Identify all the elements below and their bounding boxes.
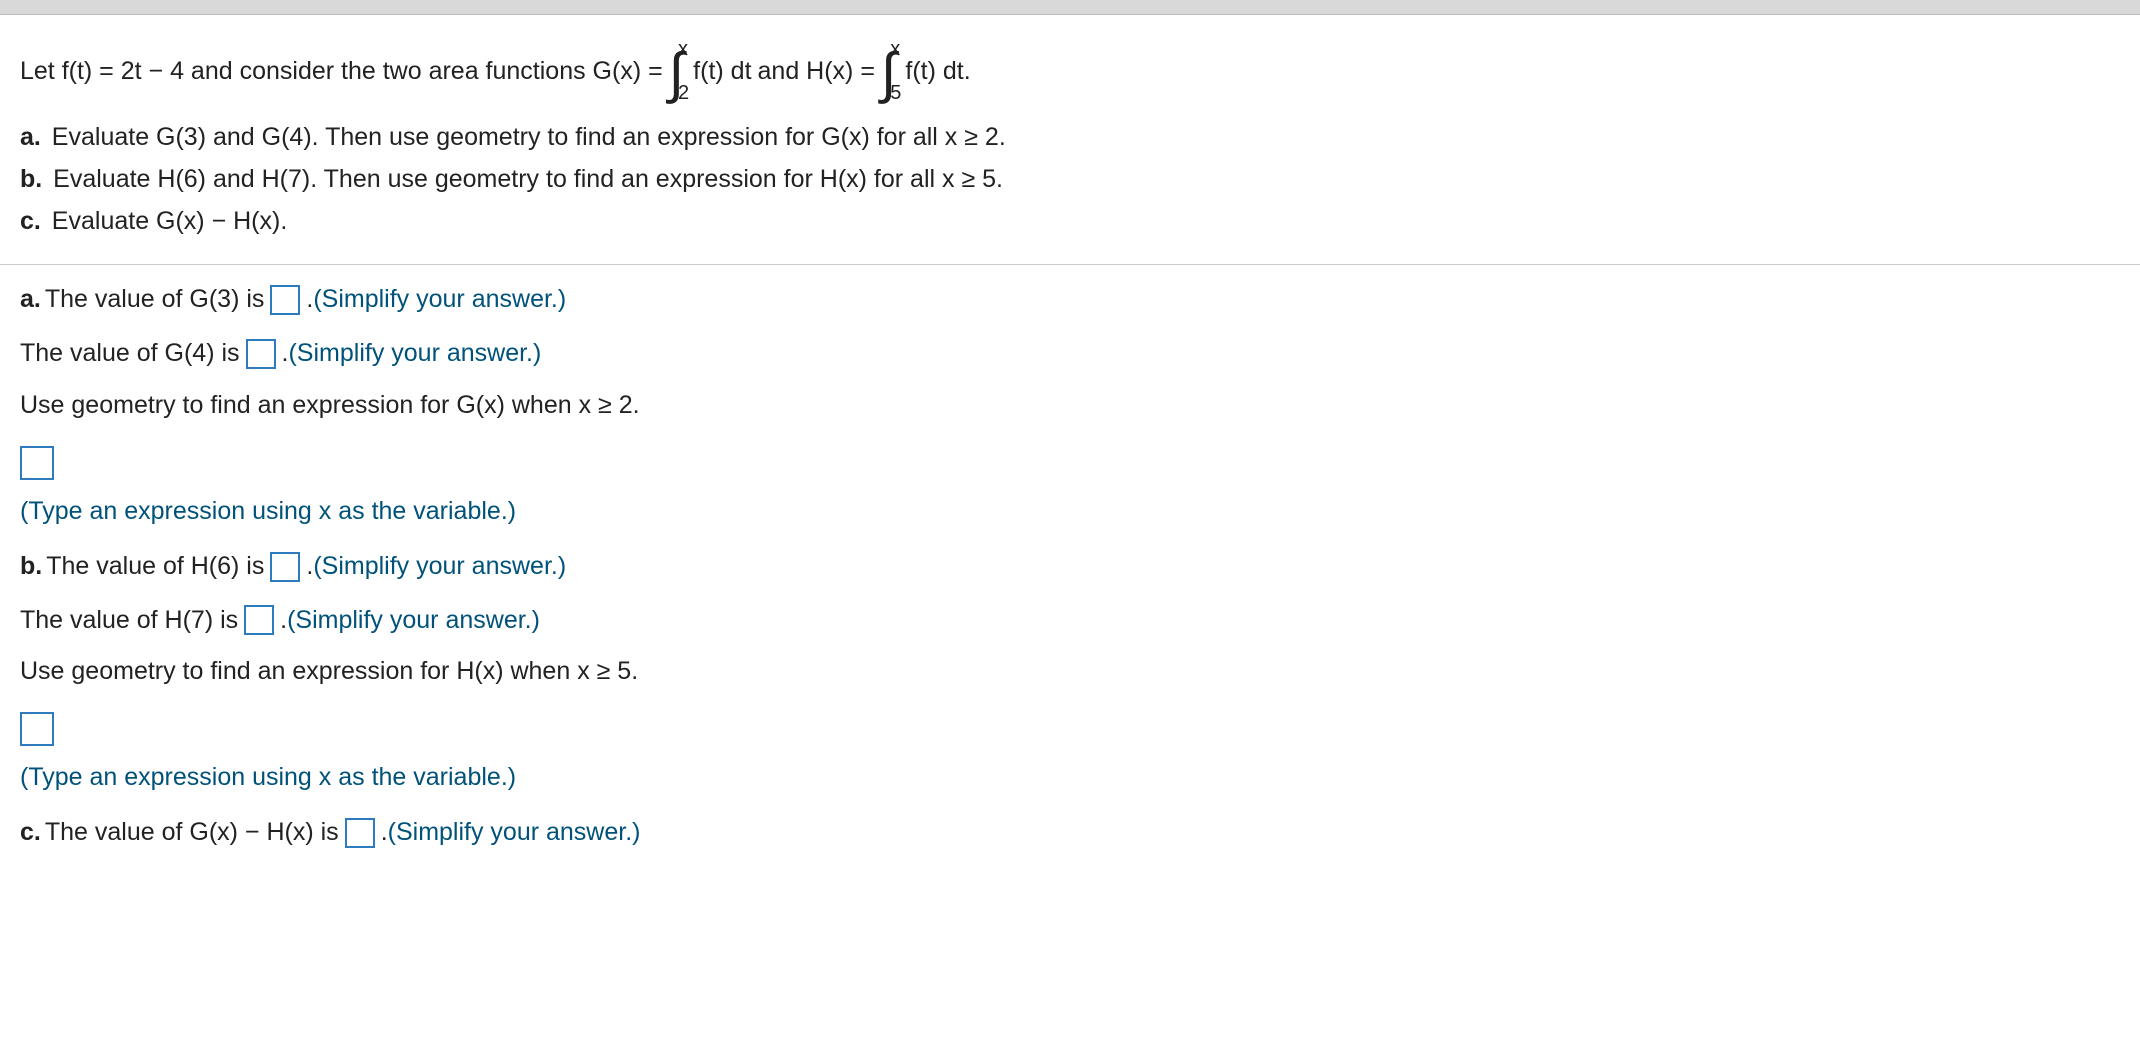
answer-a-g3-pre: The value of G(3) is (45, 283, 265, 317)
answer-b-expr-hint: (Type an expression using x as the varia… (20, 763, 2120, 792)
answer-a-g4-input[interactable] (246, 339, 276, 369)
integral-h-integrand: f(t) dt. (905, 57, 970, 86)
window-topbar (0, 0, 2140, 15)
integral-h-lower: 5 (890, 83, 901, 103)
answer-a-expr-hint: (Type an expression using x as the varia… (20, 497, 2120, 526)
answer-b-geom-prompt: Use geometry to find an expression for H… (20, 657, 2120, 686)
answer-b-h7-input[interactable] (244, 605, 274, 635)
part-a-text: Evaluate G(3) and G(4). Then use geometr… (45, 123, 1006, 151)
answer-b-expr-wrapper (20, 706, 2120, 763)
answer-b-h6-post: . (306, 550, 313, 584)
answer-a-g3-post: . (306, 283, 313, 317)
answer-a-g4-hint: (Simplify your answer.) (288, 337, 541, 371)
part-c-text: Evaluate G(x) − H(x). (45, 207, 287, 235)
answer-b-h7-hint: (Simplify your answer.) (287, 604, 540, 638)
part-a-label: a. (20, 123, 41, 151)
intro-text-pre: Let f(t) = 2t − 4 and consider the two a… (20, 57, 663, 86)
answer-a-expr-input[interactable] (20, 446, 54, 480)
answer-c-post: . (381, 816, 388, 850)
part-b-text: Evaluate H(6) and H(7). Then use geometr… (46, 165, 1003, 193)
answer-b-h7-pre: The value of H(7) is (20, 604, 238, 638)
answer-c-label: c. (20, 816, 41, 850)
question-part-c: c. Evaluate G(x) − H(x). (20, 205, 2120, 239)
question-intro: Let f(t) = 2t − 4 and consider the two a… (20, 43, 2120, 99)
answer-a-label: a. (20, 283, 41, 317)
question-part-a: a. Evaluate G(3) and G(4). Then use geom… (20, 121, 2120, 155)
answer-b-h6-hint: (Simplify your answer.) (313, 550, 566, 584)
answer-b-label: b. (20, 550, 42, 584)
answer-c-input[interactable] (345, 818, 375, 848)
answer-a-g4-post: . (282, 337, 289, 371)
integral-g-lower: 2 (678, 83, 689, 103)
intro-text-between: and H(x) = (758, 57, 875, 86)
question-block: Let f(t) = 2t − 4 and consider the two a… (0, 15, 2140, 265)
part-c-label: c. (20, 207, 41, 235)
answer-a-g3-input[interactable] (270, 285, 300, 315)
answer-b-h6-input[interactable] (270, 552, 300, 582)
integral-g-upper: x (678, 39, 689, 59)
answer-b-h7-post: . (280, 604, 287, 638)
answer-a-geom-prompt: Use geometry to find an expression for G… (20, 391, 2120, 420)
answer-b-expr-input[interactable] (20, 712, 54, 746)
answer-b-h7-row: The value of H(7) is . (Simplify your an… (20, 604, 2120, 638)
answer-c-row: c. The value of G(x) − H(x) is . (Simpli… (20, 816, 2120, 850)
answer-block: a. The value of G(3) is . (Simplify your… (0, 265, 2140, 890)
answer-a-expr-wrapper (20, 440, 2120, 497)
answer-a-g3-row: a. The value of G(3) is . (Simplify your… (20, 283, 2120, 317)
answer-c-hint: (Simplify your answer.) (388, 816, 641, 850)
part-b-label: b. (20, 165, 42, 193)
question-part-b: b. Evaluate H(6) and H(7). Then use geom… (20, 163, 2120, 197)
answer-a-g3-hint: (Simplify your answer.) (313, 283, 566, 317)
answer-b-h6-row: b. The value of H(6) is . (Simplify your… (20, 550, 2120, 584)
integral-h-upper: x (890, 39, 901, 59)
answer-c-pre: The value of G(x) − H(x) is (45, 816, 339, 850)
answer-a-g4-row: The value of G(4) is . (Simplify your an… (20, 337, 2120, 371)
answer-a-g4-pre: The value of G(4) is (20, 337, 240, 371)
integral-h: ∫ x 5 f(t) dt. (881, 43, 971, 99)
integral-g-integrand: f(t) dt (693, 57, 751, 86)
integral-g: ∫ x 2 f(t) dt (669, 43, 752, 99)
content-container: Let f(t) = 2t − 4 and consider the two a… (0, 15, 2140, 890)
answer-b-h6-pre: The value of H(6) is (46, 550, 264, 584)
